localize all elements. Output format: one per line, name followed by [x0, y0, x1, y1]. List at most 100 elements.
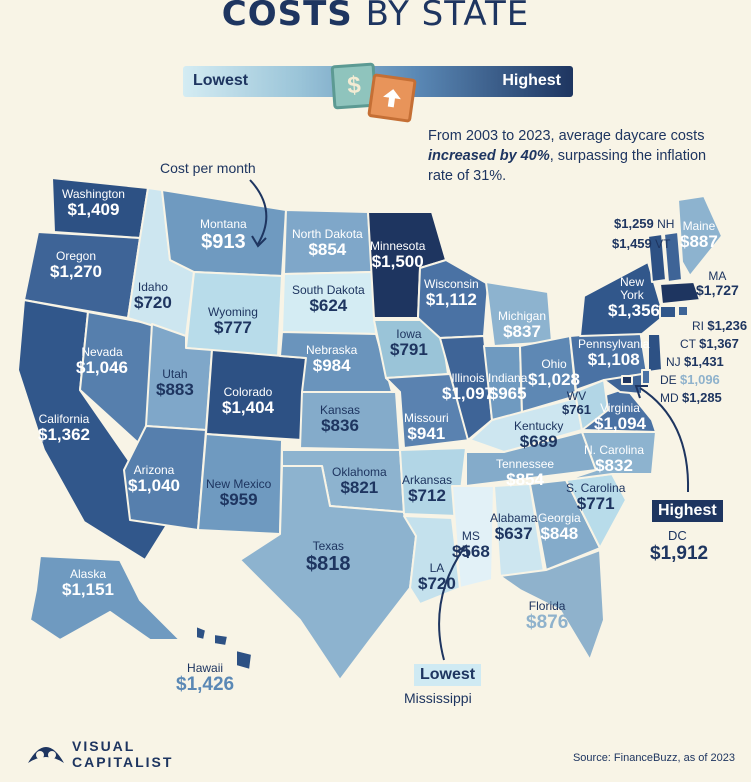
label-ri-value: $1,236	[707, 318, 748, 333]
label-wi-value: $1,112	[425, 290, 477, 310]
label-nd-name: North Dakota	[292, 227, 363, 241]
label-oh-value: $1,028	[528, 370, 580, 390]
page-title: COSTS BY STATE	[0, 0, 751, 34]
label-fl-name: Florida	[528, 599, 566, 613]
highest-arrow-head	[634, 385, 648, 399]
label-ar-value: $712	[408, 486, 446, 506]
label-ia-name: Iowa	[396, 327, 422, 341]
label-tx: Texas $818	[306, 539, 351, 575]
label-mi-name: Michigan	[498, 309, 547, 323]
highest-tag: Highest	[652, 500, 723, 522]
label-wa-name: Washington	[62, 187, 125, 201]
label-or: Oregon $1,270	[50, 249, 102, 282]
state-ri	[677, 305, 689, 317]
state-vt	[647, 233, 667, 283]
state-ms	[451, 485, 495, 589]
label-ga-name: Georgia	[538, 511, 581, 525]
label-nh-value: $1,259	[614, 216, 654, 231]
label-az-name: Arizona	[133, 463, 175, 477]
label-va-name: Virginia	[600, 401, 640, 415]
label-vt-value: $1,459	[612, 236, 652, 251]
label-ak-name: Alaska	[69, 567, 107, 581]
label-al-name: Alabama	[490, 511, 538, 525]
label-id-value: $720	[134, 293, 172, 313]
label-mn: Minnesota $1,500	[370, 239, 426, 272]
label-ne-name: Nebraska	[306, 343, 358, 357]
intro-after: , surpassing the inflation rate of 31%.	[428, 148, 707, 184]
label-nm: New Mexico $959	[206, 477, 272, 510]
label-in: Indiana $965	[488, 371, 528, 404]
legend-high-label: Highest	[502, 72, 561, 89]
label-or-name: Oregon	[55, 249, 97, 263]
label-al-value: $637	[494, 524, 533, 544]
label-nh: $1,259 NH	[614, 216, 674, 231]
label-ne-value: $984	[312, 356, 351, 376]
brand-line2: CAPITALIST	[72, 754, 174, 770]
label-or-value: $1,270	[50, 262, 102, 282]
label-ga-value: $848	[540, 524, 579, 544]
label-pa-value: $1,108	[587, 350, 640, 370]
label-me-name: Maine	[682, 219, 716, 233]
label-nc: N. Carolina $832	[584, 443, 644, 476]
label-mo: Missouri $941	[404, 411, 449, 444]
state-hi-3	[235, 649, 253, 671]
label-nv: Nevada $1,046	[76, 345, 128, 378]
label-md: MD $1,285	[660, 390, 722, 405]
state-tx	[239, 465, 417, 681]
label-id-name: Idaho	[137, 280, 168, 294]
label-nm-name: New Mexico	[206, 477, 272, 491]
label-ak: Alaska $1,151	[62, 567, 114, 600]
label-ok: Oklahoma $821	[332, 465, 387, 498]
label-mn-value: $1,500	[371, 252, 424, 272]
label-ga: Georgia $848	[538, 511, 581, 544]
label-az-value: $1,040	[128, 476, 180, 496]
title-strong: COSTS	[221, 0, 353, 34]
label-nc-value: $832	[595, 456, 633, 476]
label-nd-value: $854	[308, 240, 347, 260]
label-sd-value: $624	[309, 296, 348, 316]
label-ks-value: $836	[321, 416, 359, 436]
label-ca: California $1,362	[38, 412, 90, 445]
label-ct-name: CT	[680, 337, 696, 351]
label-wv-value: $761	[562, 402, 591, 418]
label-tn-name: Tennessee	[496, 457, 555, 471]
label-va: Virginia $1,094	[594, 401, 646, 434]
label-nj: NJ $1,431	[666, 354, 724, 369]
label-ut-name: Utah	[162, 367, 188, 381]
label-wy-value: $777	[214, 318, 252, 338]
label-wi: Wisconsin $1,112	[424, 277, 479, 310]
label-ri-name: RI	[692, 319, 704, 333]
cost-per-month-note: Cost per month	[160, 160, 256, 176]
state-de	[641, 369, 651, 385]
label-ks-name: Kansas	[320, 403, 361, 417]
label-sd: South Dakota $624	[292, 283, 365, 316]
label-mn-name: Minnesota	[370, 239, 426, 253]
label-ms-value: $568	[452, 542, 490, 562]
label-ok-name: Oklahoma	[332, 465, 387, 479]
label-in-name: Indiana	[488, 371, 528, 385]
highest-name: DC	[668, 528, 687, 543]
label-me: Maine $887	[680, 219, 718, 252]
label-wy: Wyoming $777	[208, 305, 258, 338]
label-hi: Hawaii $1,426	[176, 661, 234, 696]
state-nj	[647, 333, 663, 373]
label-de-name: DE	[660, 373, 677, 387]
highest-arrow	[639, 387, 690, 493]
label-ks: Kansas $836	[320, 403, 361, 436]
label-il-name: Illinois	[451, 371, 485, 385]
label-mi: Michigan $837	[498, 309, 547, 342]
label-fl-value: $876	[526, 612, 569, 634]
label-in-value: $965	[488, 384, 527, 404]
label-hi-name: Hawaii	[187, 661, 224, 675]
up-arrow-icon	[367, 73, 417, 123]
state-nh	[663, 231, 683, 283]
state-hi-1	[195, 625, 207, 641]
label-ia: Iowa $791	[390, 327, 428, 360]
cost-note-arrow	[249, 179, 268, 245]
intro-emphasis: increased by 40%	[428, 148, 550, 164]
label-md-value: $1,285	[682, 390, 722, 405]
label-nv-value: $1,046	[76, 358, 128, 378]
state-dc	[621, 375, 633, 385]
label-wi-name: Wisconsin	[424, 277, 479, 291]
